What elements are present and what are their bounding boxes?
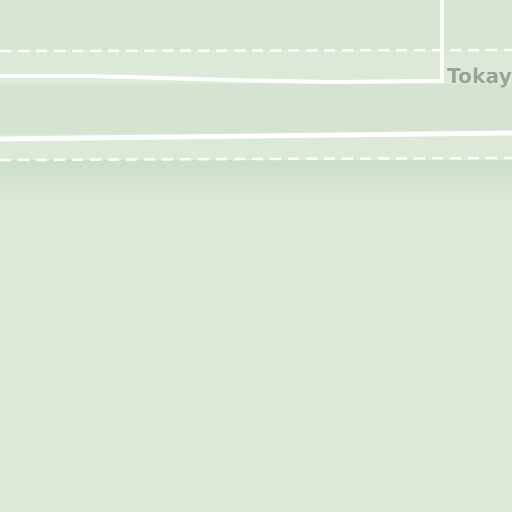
street-label-tokay: Tokay xyxy=(447,64,512,88)
road-lower[interactable] xyxy=(0,130,512,142)
dashed-boundary-lower xyxy=(0,156,512,162)
terrain-band-lower xyxy=(0,160,512,205)
terrain-band-upper xyxy=(0,0,512,50)
road-upper[interactable] xyxy=(0,0,444,84)
terrain-band-middle xyxy=(0,84,512,134)
dashed-boundary-upper xyxy=(0,48,512,53)
